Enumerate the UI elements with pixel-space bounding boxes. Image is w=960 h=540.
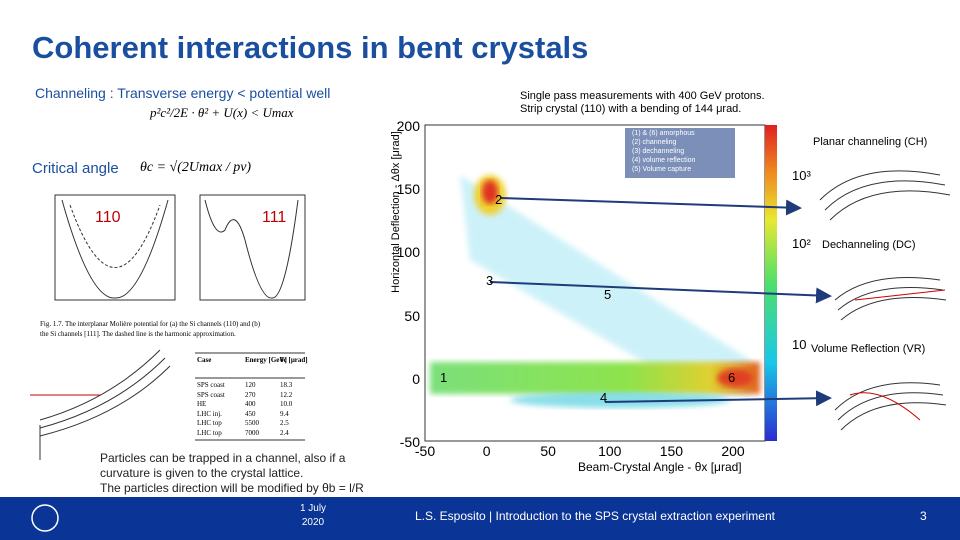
y-tick-label: 100 [396, 244, 420, 261]
legend-entry: (4) volume reflection [632, 157, 696, 164]
region-label: 2 [495, 192, 503, 207]
mode-label: Dechanneling (DC) [822, 239, 916, 251]
x-tick-label: 200 [721, 443, 745, 459]
critical-angle: Critical angle [32, 160, 119, 177]
table-cell: 7000 [245, 428, 259, 437]
mode-label: Volume Reflection (VR) [811, 343, 926, 355]
table-header: Case [197, 356, 212, 364]
y-tick-label: 200 [396, 118, 420, 134]
region-label: 6 [728, 370, 736, 385]
table-cell: LHC top [197, 419, 222, 427]
x-axis-label: Beam-Crystal Angle - θx [μrad] [578, 460, 742, 474]
table-cell: 270 [245, 390, 256, 399]
credit: L.S. Esposito | Introduction to the SPS … [415, 509, 775, 523]
legend-entry: (2) channeling [632, 139, 677, 146]
title: Coherent interactions in bent crystals [32, 30, 589, 65]
table-cell: 400 [245, 400, 256, 408]
date: 1 July [299, 503, 327, 514]
potential-plots [54, 194, 306, 301]
y-tick-label: -50 [399, 434, 420, 450]
note-line: The particles direction will be modified… [100, 481, 364, 495]
heatmap [424, 124, 777, 442]
x-tick-label: 100 [598, 443, 622, 459]
y-tick-label: 50 [404, 307, 420, 324]
y-tick-label: 150 [396, 181, 420, 198]
legend-entry: (1) & (6) amorphous [632, 130, 695, 137]
channeling: Channeling : Transverse energy < potenti… [35, 85, 331, 101]
table-cell: 10.0 [280, 400, 293, 408]
colorbar-tick-label: 10 [792, 337, 807, 352]
table-cell: 9.4 [280, 409, 289, 418]
region-label: 3 [486, 273, 494, 288]
colorbar-tick-label: 10³ [792, 168, 811, 183]
table-cell: LHC inj. [197, 409, 222, 418]
caption: the Si channels [111]. The dashed line i… [40, 330, 236, 338]
table-cell: 5500 [245, 419, 259, 427]
table-header: Energy [GeV] [245, 356, 287, 364]
region-label: 5 [604, 287, 612, 302]
formula: p²c²/2E · θ² + U(x) < Umax [150, 105, 294, 120]
note-line: Particles can be trapped in a channel, a… [100, 451, 346, 465]
table-cell: 18.3 [280, 381, 293, 389]
arrows [489, 197, 832, 407]
table-cell: SPS coast [197, 381, 225, 389]
mode-diagrams [819, 170, 951, 431]
y-axis-label: Horizontal Deflection - Δθx [μrad] [390, 131, 402, 293]
description: Strip crystal (110) with a bending of 14… [520, 103, 742, 115]
table-cell: 120 [245, 381, 256, 389]
legend-entry: (3) dechanneling [632, 148, 685, 155]
crystal-diagram [30, 349, 171, 460]
region-label: 4 [600, 390, 608, 405]
caption: Fig. 1.7. The interplanar Molière potent… [40, 320, 261, 328]
y-tick-label: 0 [412, 370, 420, 387]
table-lines [195, 352, 305, 441]
table-cell: 12.2 [280, 390, 293, 399]
x-tick-label: -50 [414, 443, 436, 459]
table-cell: LHC top [197, 428, 222, 437]
table-cell: HE [197, 400, 207, 408]
colorbar-tick-label: 10² [792, 236, 811, 251]
description: Single pass measurements with 400 GeV pr… [520, 90, 765, 102]
legend-entry: (5) Volume capture [632, 166, 692, 173]
table-cell: 2.4 [280, 428, 289, 437]
table-cell: 450 [245, 409, 256, 418]
x-tick-label: 50 [540, 443, 556, 459]
note-line: curvature is given to the crystal lattic… [100, 466, 304, 480]
potential-label: 110 [95, 209, 121, 226]
logo [31, 504, 59, 532]
table-header: θc [μrad] [280, 356, 308, 364]
x-tick-label: 0 [482, 443, 491, 459]
potential-label: 111 [262, 209, 287, 226]
formula: θc = √(2Umax / pv) [140, 160, 252, 175]
x-tick-label: 150 [659, 443, 684, 459]
table-cell: SPS coast [197, 390, 225, 399]
mode-label: Planar channeling (CH) [813, 136, 928, 148]
region-label: 1 [440, 370, 448, 385]
table-cell: 2.5 [280, 419, 289, 427]
date: 2020 [301, 517, 325, 528]
page-number: 3 [920, 509, 927, 523]
footer-bar [0, 497, 960, 540]
